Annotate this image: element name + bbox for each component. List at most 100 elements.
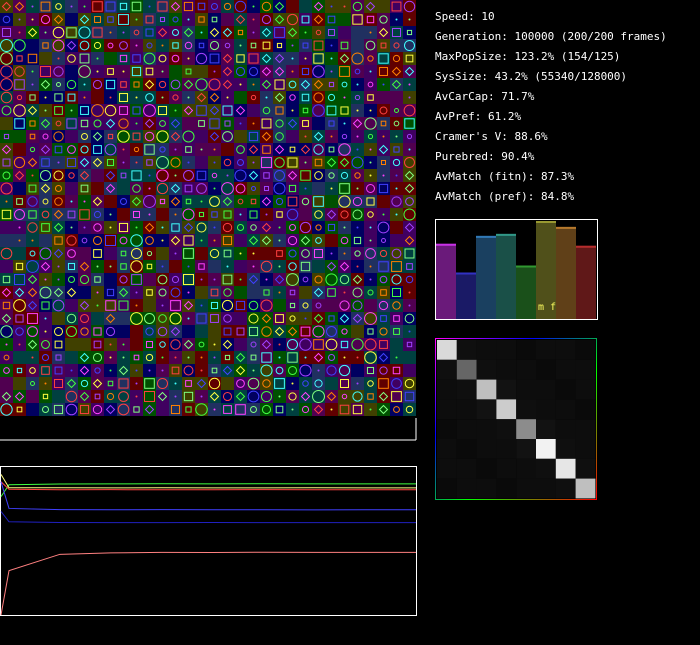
agent: [93, 249, 102, 258]
cell: [117, 403, 130, 416]
agent: [70, 226, 73, 229]
cell: [208, 104, 221, 117]
cell: [91, 39, 104, 52]
cell: [52, 143, 65, 156]
cell: [156, 312, 169, 325]
agent: [67, 249, 76, 258]
cell: [312, 377, 325, 390]
cell: [260, 338, 273, 351]
agent: [67, 54, 76, 63]
cell: [0, 143, 13, 156]
agent: [156, 169, 169, 182]
agent: [222, 131, 233, 142]
agent: [122, 31, 125, 34]
agent: [278, 291, 281, 294]
cell: [91, 351, 104, 364]
cell: [13, 143, 26, 156]
cell: [65, 143, 78, 156]
cell: [91, 156, 104, 169]
agent: [185, 146, 192, 153]
cell: [130, 260, 143, 273]
agent: [55, 120, 62, 127]
agent: [83, 83, 86, 86]
cell: [403, 390, 416, 403]
cell: [221, 351, 234, 364]
cell: [169, 312, 182, 325]
agent: [119, 2, 128, 11]
cell: [312, 299, 325, 312]
agent: [183, 1, 194, 12]
cell: [65, 182, 78, 195]
agent: [304, 187, 307, 190]
cell: [39, 351, 52, 364]
cell: [39, 286, 52, 299]
agent: [391, 261, 402, 272]
agent: [119, 197, 128, 206]
agent: [213, 161, 216, 164]
cell: [364, 182, 377, 195]
agent: [31, 70, 34, 73]
agent: [209, 248, 220, 259]
agent: [260, 260, 273, 273]
cell: [0, 221, 13, 234]
agent: [250, 94, 257, 101]
cell: [286, 299, 299, 312]
agent: [330, 187, 333, 190]
agent: [57, 57, 60, 60]
cell: [312, 52, 325, 65]
cell: [312, 26, 325, 39]
cell: [143, 195, 156, 208]
cell: [325, 312, 338, 325]
cell: [117, 182, 130, 195]
cell: [286, 156, 299, 169]
agent: [200, 200, 203, 203]
cell: [325, 299, 338, 312]
agent: [338, 364, 351, 377]
agent: [343, 291, 346, 294]
agent: [67, 262, 76, 271]
agent: [157, 27, 168, 38]
agent: [289, 224, 296, 231]
agent: [93, 340, 102, 349]
cell: [351, 13, 364, 26]
agent: [145, 236, 154, 245]
cell: [195, 52, 208, 65]
agent: [369, 226, 372, 229]
cell: [156, 390, 169, 403]
cell: [13, 78, 26, 91]
cell: [377, 260, 390, 273]
cell: [65, 52, 78, 65]
agent: [301, 197, 310, 206]
cell: [182, 130, 195, 143]
agent: [144, 391, 155, 402]
agent: [235, 183, 246, 194]
cell: [26, 104, 39, 117]
bar: [536, 220, 556, 319]
cell: [351, 338, 364, 351]
agent: [122, 356, 125, 359]
cell: [143, 299, 156, 312]
agent: [223, 210, 232, 219]
cell: [65, 377, 78, 390]
cell: [143, 26, 156, 39]
agent: [158, 288, 167, 297]
cell: [169, 273, 182, 286]
matrix-cell: [516, 379, 536, 400]
cell: [260, 169, 273, 182]
cell: [65, 299, 78, 312]
agent: [404, 248, 415, 259]
agent: [187, 96, 190, 99]
cell: [26, 312, 39, 325]
agent: [234, 169, 247, 182]
agent: [105, 118, 116, 129]
cell: [390, 52, 403, 65]
agent: [354, 250, 361, 257]
agent: [249, 210, 258, 219]
cell: [247, 130, 260, 143]
agent: [391, 27, 402, 38]
cell: [260, 299, 273, 312]
agent: [172, 16, 179, 23]
agent: [325, 273, 338, 286]
cell: [312, 78, 325, 91]
agent: [132, 132, 141, 141]
